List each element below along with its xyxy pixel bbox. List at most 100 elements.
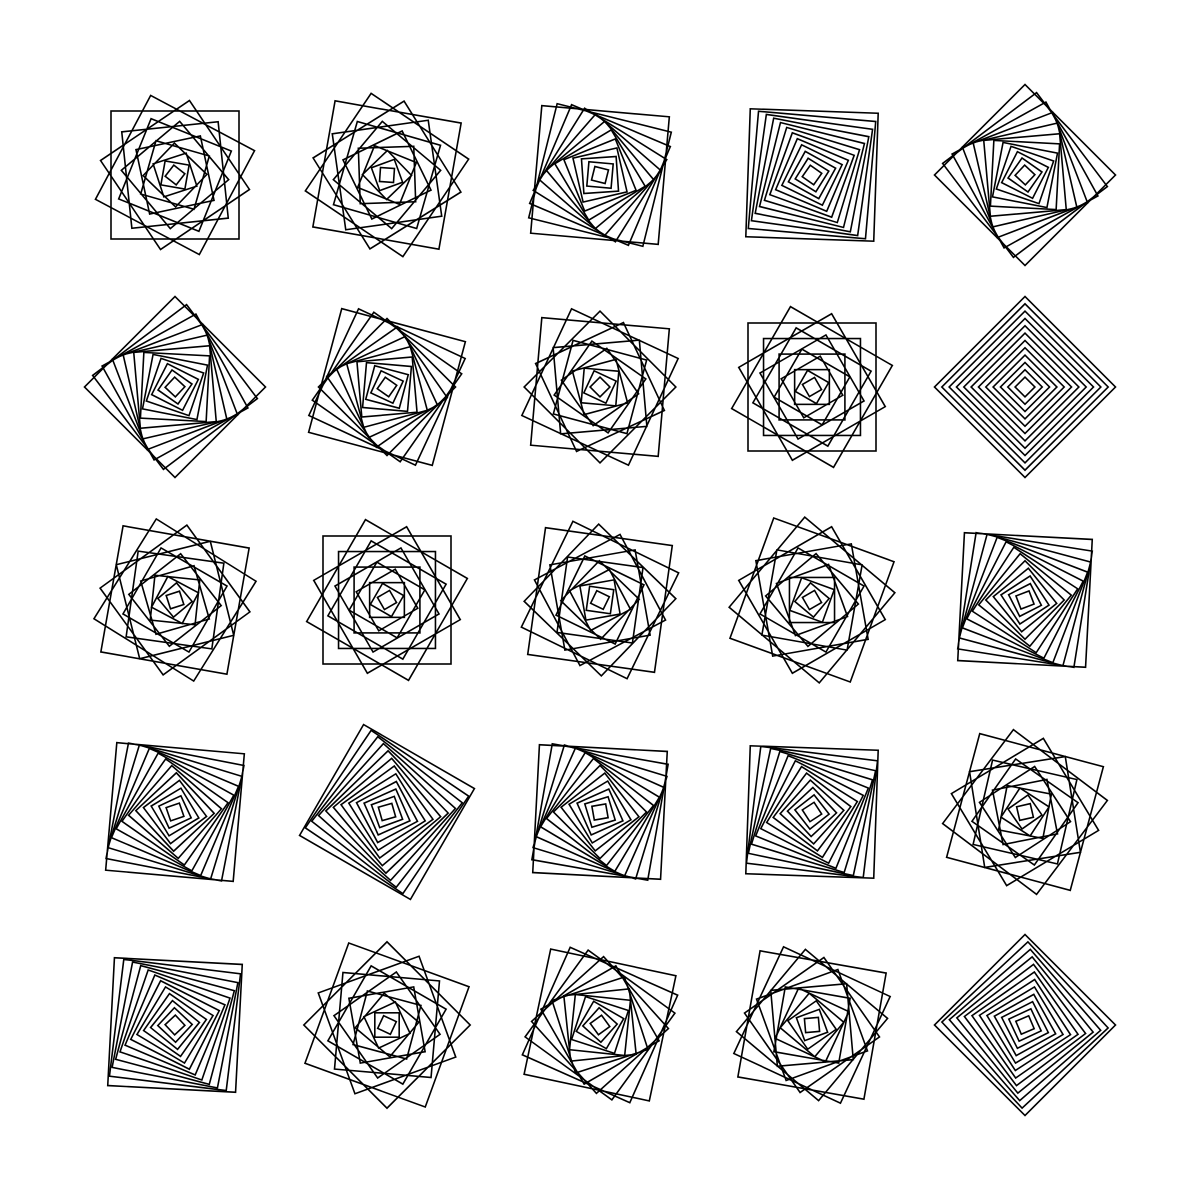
- square: [105, 742, 245, 882]
- square: [585, 585, 615, 615]
- square: [363, 788, 411, 836]
- square: [127, 764, 223, 860]
- square: [352, 990, 422, 1060]
- square: [534, 321, 666, 453]
- square: [956, 531, 1094, 669]
- square: [803, 1016, 821, 1034]
- square: [115, 540, 235, 660]
- square: [376, 1014, 398, 1036]
- square-spiral: [304, 92, 470, 258]
- square: [355, 568, 419, 632]
- square: [139, 351, 211, 423]
- square: [307, 307, 467, 467]
- square: [794, 157, 830, 193]
- square: [531, 743, 669, 881]
- square: [527, 102, 673, 248]
- square: [553, 128, 647, 222]
- square: [754, 117, 870, 233]
- square: [529, 316, 671, 458]
- square: [744, 744, 880, 880]
- square: [956, 531, 1094, 669]
- square: [539, 964, 661, 1086]
- square: [100, 312, 250, 462]
- square: [554, 554, 646, 646]
- square-spiral: [520, 307, 680, 467]
- square: [1007, 582, 1043, 618]
- square: [159, 159, 191, 191]
- square: [941, 91, 1109, 259]
- square: [529, 104, 671, 246]
- square: [991, 141, 1059, 209]
- square: [793, 368, 831, 406]
- square: [795, 1008, 829, 1042]
- square: [948, 948, 1102, 1102]
- square: [1000, 150, 1050, 200]
- square: [999, 574, 1051, 626]
- square-spiral: [728, 516, 896, 684]
- square: [149, 574, 201, 626]
- square: [788, 576, 836, 624]
- square: [324, 749, 450, 875]
- square: [377, 802, 397, 822]
- square-spiral: [106, 956, 244, 1094]
- square: [589, 589, 611, 611]
- square: [758, 121, 866, 229]
- square: [750, 750, 874, 874]
- square: [369, 582, 405, 618]
- square-spiral: [302, 940, 472, 1110]
- square: [764, 552, 860, 648]
- square: [317, 317, 457, 457]
- square: [550, 975, 650, 1075]
- square-spiral: [527, 102, 673, 248]
- square: [523, 948, 677, 1102]
- square: [165, 590, 185, 610]
- square: [963, 963, 1087, 1087]
- square: [341, 129, 433, 221]
- square: [361, 149, 413, 201]
- square: [325, 325, 449, 449]
- square: [562, 137, 638, 213]
- square: [982, 132, 1068, 218]
- square: [139, 564, 211, 636]
- square: [298, 723, 476, 901]
- square: [532, 107, 668, 243]
- square: [744, 107, 880, 243]
- square: [354, 992, 420, 1058]
- square: [972, 122, 1078, 228]
- square: [552, 764, 648, 860]
- square: [104, 741, 246, 883]
- square: [361, 361, 413, 413]
- square: [533, 533, 667, 667]
- square: [961, 536, 1089, 664]
- square: [376, 589, 398, 611]
- square: [759, 759, 865, 865]
- square: [142, 992, 208, 1058]
- square-spiral: [521, 946, 679, 1104]
- square: [728, 516, 896, 684]
- square: [120, 757, 230, 867]
- square-spiral: [94, 94, 256, 256]
- square: [378, 166, 396, 184]
- square: [331, 119, 443, 231]
- square: [369, 369, 405, 405]
- square: [736, 949, 888, 1101]
- square: [374, 1012, 400, 1038]
- square: [304, 729, 470, 895]
- square: [310, 735, 464, 889]
- square: [989, 139, 1061, 211]
- square: [521, 946, 679, 1104]
- square: [580, 155, 620, 195]
- square: [548, 548, 652, 652]
- square: [737, 312, 887, 462]
- square: [150, 362, 200, 412]
- square: [578, 578, 622, 622]
- square: [971, 546, 1079, 654]
- square-spiral: [933, 83, 1117, 267]
- square: [801, 801, 823, 823]
- square: [754, 754, 870, 870]
- square: [156, 368, 194, 406]
- square: [568, 993, 632, 1057]
- square: [322, 535, 452, 665]
- square: [978, 765, 1072, 859]
- square: [124, 974, 226, 1076]
